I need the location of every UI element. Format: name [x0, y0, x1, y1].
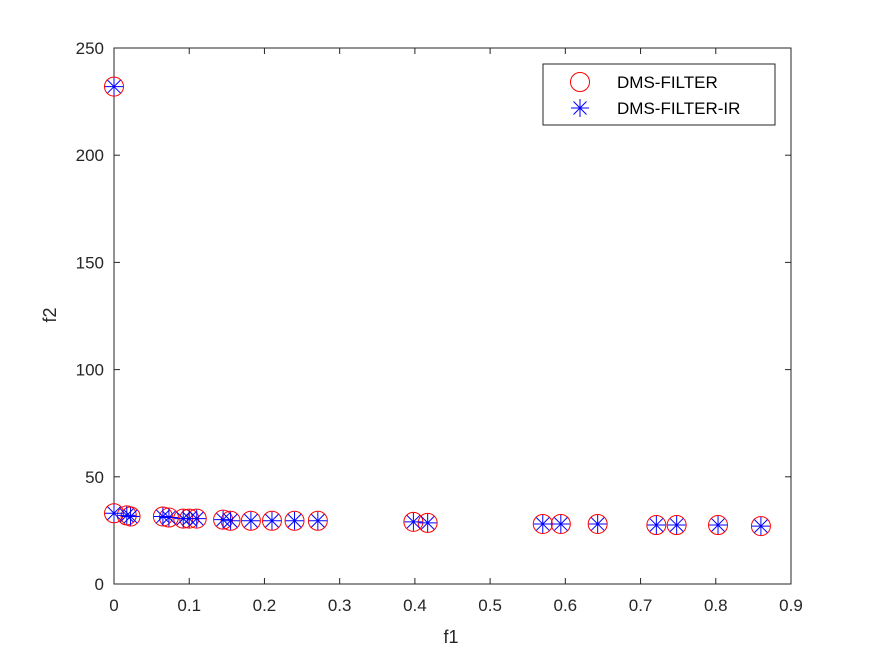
asterisk-stroke	[649, 518, 664, 532]
legend-label: DMS-FILTER-IR	[617, 99, 740, 118]
asterisk-stroke	[711, 518, 725, 532]
y-tick-label: 50	[85, 468, 104, 487]
x-tick-label: 0.7	[629, 596, 653, 615]
legend-label: DMS-FILTER	[617, 73, 718, 92]
data-point-asterisk	[751, 517, 770, 536]
data-point-asterisk	[533, 514, 552, 533]
data-point-circle	[587, 513, 608, 534]
data-point-circle	[120, 506, 141, 527]
asterisk-stroke	[107, 506, 121, 521]
data-point-asterisk	[153, 507, 172, 526]
data-point-circle	[417, 512, 438, 533]
asterisk-stroke	[162, 510, 176, 525]
x-tick-label: 0.2	[253, 596, 277, 615]
asterisk-stroke	[156, 509, 170, 524]
data-point-circle	[152, 506, 173, 527]
legend-marker-asterisk	[571, 99, 589, 117]
data-point-circle	[666, 515, 687, 536]
x-tick-label: 0.4	[403, 596, 427, 615]
y-tick-label: 150	[76, 253, 104, 272]
x-tick-label: 0.5	[478, 596, 502, 615]
y-tick-label: 0	[95, 575, 104, 594]
series-1	[105, 77, 770, 536]
data-point-circle	[261, 510, 282, 531]
asterisk-stroke	[573, 101, 587, 115]
data-point-circle	[104, 76, 124, 97]
y-axis: 0 50 100 150 200 250	[76, 39, 791, 594]
x-tick-label: 0.9	[779, 596, 803, 615]
plot-frame	[113, 47, 792, 585]
data-point-circle	[104, 503, 124, 524]
x-tick-label: 0.8	[704, 596, 728, 615]
plot-area	[113, 47, 792, 585]
data-point-asterisk	[308, 511, 327, 530]
asterisk-stroke	[107, 79, 121, 94]
y-tick-label: 250	[76, 39, 104, 58]
x-axis: 0 0.1 0.2 0.3 0.4 0.5 0.6 0.7 0.8 0.9	[109, 48, 803, 615]
y-axis-label: f2	[40, 307, 60, 322]
data-point-asterisk	[418, 513, 437, 532]
data-point-asterisk	[667, 516, 686, 535]
asterisk-stroke	[123, 509, 138, 524]
asterisk-stroke	[265, 513, 279, 528]
data-point-asterisk	[262, 511, 281, 530]
asterisk-stroke	[420, 516, 435, 530]
data-point-circle	[284, 510, 305, 531]
data-point-asterisk	[187, 509, 206, 528]
legend-marker-circle	[570, 72, 590, 92]
legend: DMS-FILTER DMS-FILTER-IR	[542, 63, 776, 126]
y-tick-label: 100	[76, 361, 104, 380]
asterisk-stroke	[216, 512, 230, 527]
x-tick-label: 0.3	[328, 596, 352, 615]
data-point-asterisk	[105, 77, 123, 96]
data-point-asterisk	[709, 516, 728, 535]
asterisk-stroke	[406, 514, 421, 529]
asterisk-stroke	[553, 517, 568, 531]
asterisk-stroke	[223, 513, 238, 528]
asterisk-stroke	[287, 513, 302, 528]
asterisk-stroke	[244, 513, 258, 528]
data-point-circle	[213, 509, 234, 530]
data-point-asterisk	[221, 511, 240, 530]
y-tick-label: 200	[76, 146, 104, 165]
data-point-asterisk	[121, 507, 140, 526]
data-point-circle	[708, 515, 729, 536]
data-point-circle	[750, 516, 771, 537]
data-point-circle	[307, 510, 328, 531]
data-point-asterisk	[588, 514, 607, 533]
legend-box	[542, 63, 776, 126]
asterisk-stroke	[590, 517, 605, 531]
data-point-asterisk	[241, 511, 260, 530]
x-tick-label: 0.6	[554, 596, 578, 615]
data-point-asterisk	[404, 512, 423, 531]
data-point-circle	[240, 510, 261, 531]
data-point-asterisk	[285, 511, 304, 530]
asterisk-stroke	[119, 508, 134, 523]
data-point-circle	[646, 515, 667, 536]
asterisk-stroke	[669, 518, 684, 532]
x-axis-label: f1	[443, 627, 458, 647]
data-point-circle	[158, 507, 179, 528]
data-point-circle	[403, 511, 424, 532]
asterisk-stroke	[535, 517, 550, 531]
data-marks	[104, 76, 771, 537]
data-point-asterisk	[159, 508, 178, 527]
data-point-circle	[220, 510, 241, 531]
data-point-asterisk	[647, 516, 666, 535]
x-tick-label: 0.1	[177, 596, 201, 615]
asterisk-stroke	[189, 511, 204, 526]
asterisk-stroke	[754, 519, 768, 533]
asterisk-stroke	[311, 513, 325, 528]
series-0	[104, 76, 771, 537]
data-point-asterisk	[117, 506, 136, 525]
data-point-asterisk	[551, 514, 570, 533]
x-tick-label: 0	[109, 596, 118, 615]
data-point-asterisk	[105, 504, 123, 523]
